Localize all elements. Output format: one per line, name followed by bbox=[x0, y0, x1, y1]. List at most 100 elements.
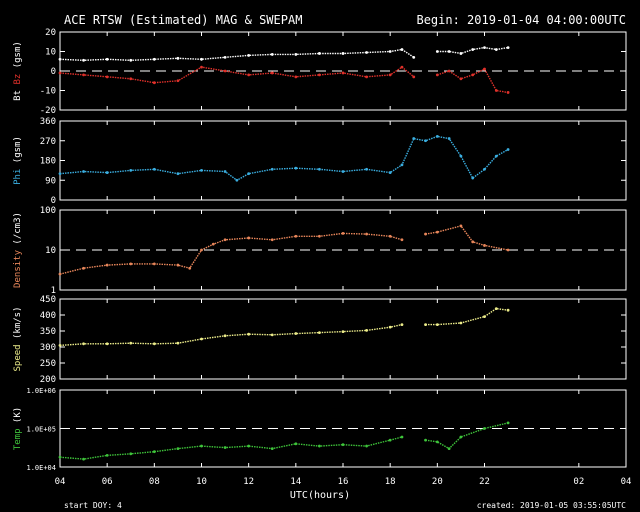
series-phi-point bbox=[82, 170, 85, 173]
series-density-point bbox=[436, 231, 439, 234]
series-phi-point bbox=[436, 135, 439, 138]
y-tick-label: -10 bbox=[40, 87, 56, 97]
x-tick-label: 14 bbox=[290, 477, 301, 487]
series-speed-point bbox=[200, 338, 203, 341]
y-axis-label: Phi (gsm) bbox=[13, 136, 23, 185]
series-temp-point bbox=[342, 443, 345, 446]
series-density-point bbox=[177, 264, 180, 267]
series-density-point bbox=[342, 232, 345, 235]
series-speed-point bbox=[271, 333, 274, 336]
series-bt-point bbox=[365, 51, 368, 54]
series-density-point bbox=[200, 249, 203, 252]
series-speed-point bbox=[436, 323, 439, 326]
y-tick-label: 360 bbox=[40, 117, 56, 127]
start-doy: start DOY: 4 bbox=[64, 501, 122, 510]
series-temp-point bbox=[129, 452, 132, 455]
series-bz-point bbox=[106, 75, 109, 78]
series-phi-point bbox=[401, 163, 404, 166]
x-tick-label: 02 bbox=[573, 477, 584, 487]
x-tick-label: 10 bbox=[196, 477, 207, 487]
series-phi-point bbox=[177, 172, 180, 175]
series-bz-point bbox=[318, 74, 321, 77]
series-speed-point bbox=[342, 330, 345, 333]
series-phi-point bbox=[153, 168, 156, 171]
series-phi-point bbox=[495, 155, 498, 158]
y-axis-label-part: (gsm) bbox=[13, 136, 23, 169]
x-tick-label: 22 bbox=[479, 477, 490, 487]
series-speed-point bbox=[59, 344, 62, 347]
y-tick-label: 20 bbox=[45, 28, 56, 38]
series-temp-point bbox=[59, 456, 62, 459]
series-bz-point bbox=[507, 91, 510, 94]
series-density-point bbox=[59, 273, 62, 276]
series-speed-point bbox=[389, 326, 392, 329]
series-speed-point bbox=[495, 307, 498, 310]
series-density-point bbox=[271, 238, 274, 241]
series-bt-point bbox=[271, 53, 274, 56]
series-bt-point bbox=[342, 52, 345, 55]
series-temp-point bbox=[460, 436, 463, 439]
y-axis-label-part: (K) bbox=[13, 407, 23, 429]
series-bt-point bbox=[412, 56, 415, 59]
series-phi-point bbox=[200, 169, 203, 172]
series-phi-point bbox=[294, 167, 297, 170]
series-temp-point bbox=[106, 454, 109, 457]
series-phi-point bbox=[412, 137, 415, 140]
series-speed-point bbox=[294, 332, 297, 335]
series-bt-point bbox=[247, 54, 250, 57]
series-temp-point bbox=[318, 445, 321, 448]
y-tick-label: 0 bbox=[51, 67, 56, 77]
y-axis-label-part: (km/s) bbox=[13, 306, 23, 344]
series-bz-point bbox=[294, 75, 297, 78]
series-bt-point bbox=[59, 58, 62, 61]
series-density-point bbox=[247, 237, 250, 240]
x-tick-label: 16 bbox=[338, 477, 349, 487]
y-axis-label-part: Bt bbox=[13, 90, 23, 101]
series-bt-point bbox=[318, 52, 321, 55]
series-temp-point bbox=[365, 445, 368, 448]
series-bz-point bbox=[483, 68, 486, 71]
series-bz-point bbox=[271, 72, 274, 75]
series-bz-point bbox=[200, 66, 203, 69]
y-tick-label: 300 bbox=[40, 343, 56, 353]
series-speed-point bbox=[424, 323, 427, 326]
y-axis-label-part: Temp bbox=[13, 429, 23, 451]
series-bz-point bbox=[401, 66, 404, 69]
series-bz-point bbox=[129, 77, 132, 80]
series-bt-point bbox=[401, 48, 404, 51]
series-bt-point bbox=[153, 58, 156, 61]
series-bt-point bbox=[177, 57, 180, 60]
y-tick-label: 1.0E+04 bbox=[26, 464, 56, 472]
y-axis-label-part: (/cm3) bbox=[13, 212, 23, 250]
series-speed-point bbox=[106, 342, 109, 345]
series-density-point bbox=[82, 267, 85, 270]
series-phi-point bbox=[224, 170, 227, 173]
series-temp-point bbox=[82, 458, 85, 461]
series-density-point bbox=[129, 262, 132, 265]
series-density-point bbox=[212, 243, 215, 246]
y-tick-label: 400 bbox=[40, 311, 56, 321]
series-bt-point bbox=[460, 52, 463, 55]
series-bz-point bbox=[436, 74, 439, 77]
series-temp-point bbox=[448, 447, 451, 450]
y-tick-label: 10 bbox=[45, 246, 56, 256]
series-temp-point bbox=[271, 447, 274, 450]
y-axis-label: Density (/cm3) bbox=[13, 212, 23, 288]
series-density-point bbox=[471, 240, 474, 243]
series-bz-point bbox=[389, 74, 392, 77]
y-tick-label: 180 bbox=[40, 157, 56, 167]
series-bt-point bbox=[200, 58, 203, 61]
chart-title: ACE RTSW (Estimated) MAG & SWEPAM bbox=[64, 13, 302, 27]
series-phi-point bbox=[106, 171, 109, 174]
series-phi-point bbox=[448, 137, 451, 140]
x-tick-label: 12 bbox=[243, 477, 254, 487]
series-bz-point bbox=[82, 74, 85, 77]
series-temp-point bbox=[424, 439, 427, 442]
y-axis-label-part: Density bbox=[13, 249, 23, 288]
series-bz-point bbox=[471, 74, 474, 77]
y-tick-label: -20 bbox=[40, 106, 56, 116]
x-tick-label: 04 bbox=[621, 477, 632, 487]
y-tick-label: 100 bbox=[40, 206, 56, 216]
series-phi-point bbox=[129, 169, 132, 172]
y-axis-label-part: Bz bbox=[13, 74, 23, 90]
